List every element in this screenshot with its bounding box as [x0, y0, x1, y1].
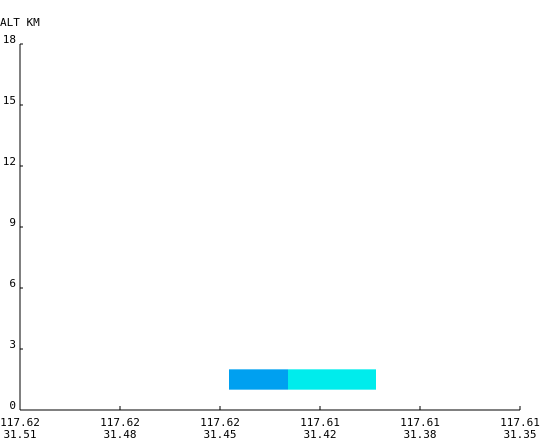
- x-tick-lat-label: 31.51: [3, 428, 36, 440]
- y-tick-label: 12: [3, 155, 16, 168]
- y-axis-title: ALT KM: [0, 16, 40, 29]
- altitude-segment-group: [229, 369, 376, 390]
- x-tick-lon-label: 117.62: [0, 416, 40, 429]
- altitude-segment: [288, 369, 376, 390]
- altitude-segment: [229, 369, 288, 390]
- x-tick-lon-label: 117.61: [300, 416, 340, 429]
- x-tick-lon-label: 117.62: [200, 416, 240, 429]
- x-tick-lat-label: 31.48: [103, 428, 136, 440]
- x-tick-lon-label: 117.62: [100, 416, 140, 429]
- x-tick-lat-label: 31.42: [303, 428, 336, 440]
- x-tick-lat-label: 31.45: [203, 428, 236, 440]
- y-tick-label: 3: [9, 338, 16, 351]
- y-tick-label: 6: [9, 277, 16, 290]
- x-tick-lon-label: 117.61: [500, 416, 540, 429]
- y-tick-group: 0 3 6 9 12 15 18: [3, 33, 23, 412]
- x-tick-lat-label: 31.38: [403, 428, 436, 440]
- y-tick-label: 15: [3, 94, 16, 107]
- x-tick-lat-label: 31.35: [503, 428, 536, 440]
- x-tick-lon-label: 117.61: [400, 416, 440, 429]
- x-tick-group: 117.6231.51117.6231.48117.6231.45117.613…: [0, 406, 540, 440]
- y-tick-label: 9: [9, 216, 16, 229]
- y-tick-label: 18: [3, 33, 16, 46]
- y-tick-label: 0: [9, 399, 16, 412]
